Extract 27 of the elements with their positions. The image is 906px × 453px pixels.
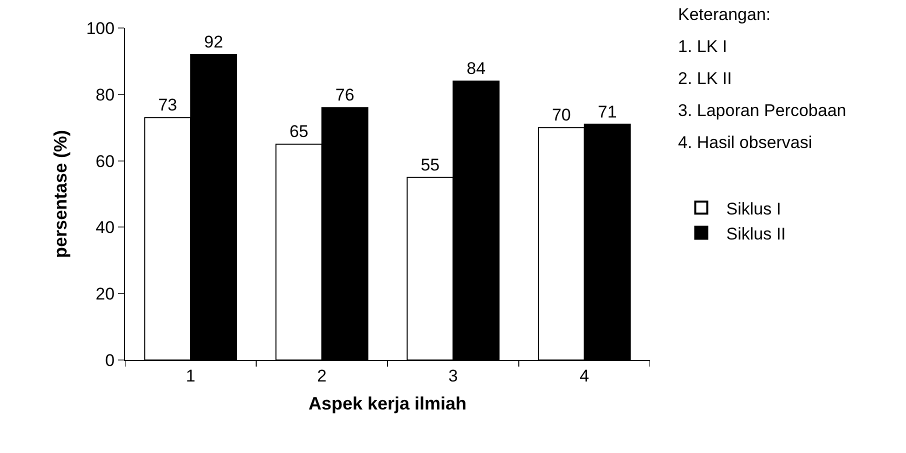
- data-label: 71: [598, 102, 617, 122]
- data-label: 70: [552, 106, 571, 125]
- data-label: 55: [420, 155, 440, 174]
- x-tick-label: 1: [186, 366, 196, 386]
- y-axis-title: persentase (%): [50, 130, 70, 258]
- x-tick-label: 4: [580, 366, 590, 386]
- data-label: 73: [158, 96, 178, 115]
- data-label: 65: [289, 122, 308, 142]
- text: 4. Hasil observasi: [678, 133, 812, 152]
- y-tick-label: 60: [96, 152, 115, 171]
- x-axis-title: Aspek kerja ilmiah: [308, 394, 467, 414]
- x-tick-label: 2: [317, 366, 327, 386]
- y-tick-label: 20: [96, 284, 115, 304]
- legend-label: Siklus I: [726, 199, 782, 218]
- data-label: 76: [335, 86, 354, 105]
- y-tick-label: 0: [105, 350, 115, 370]
- text: 1. LK I: [678, 37, 728, 56]
- text: 3. Laporan Percobaan: [678, 101, 846, 120]
- data-label: 84: [466, 59, 486, 78]
- y-tick-label: 40: [96, 218, 115, 238]
- y-tick-label: 100: [86, 18, 115, 38]
- text: Keterangan:: [678, 5, 771, 24]
- y-tick-label: 80: [96, 85, 115, 104]
- text: 2. LK II: [678, 69, 732, 88]
- data-label: 92: [204, 32, 224, 52]
- legend-label: Siklus II: [726, 224, 786, 244]
- x-tick-label: 3: [448, 366, 458, 386]
